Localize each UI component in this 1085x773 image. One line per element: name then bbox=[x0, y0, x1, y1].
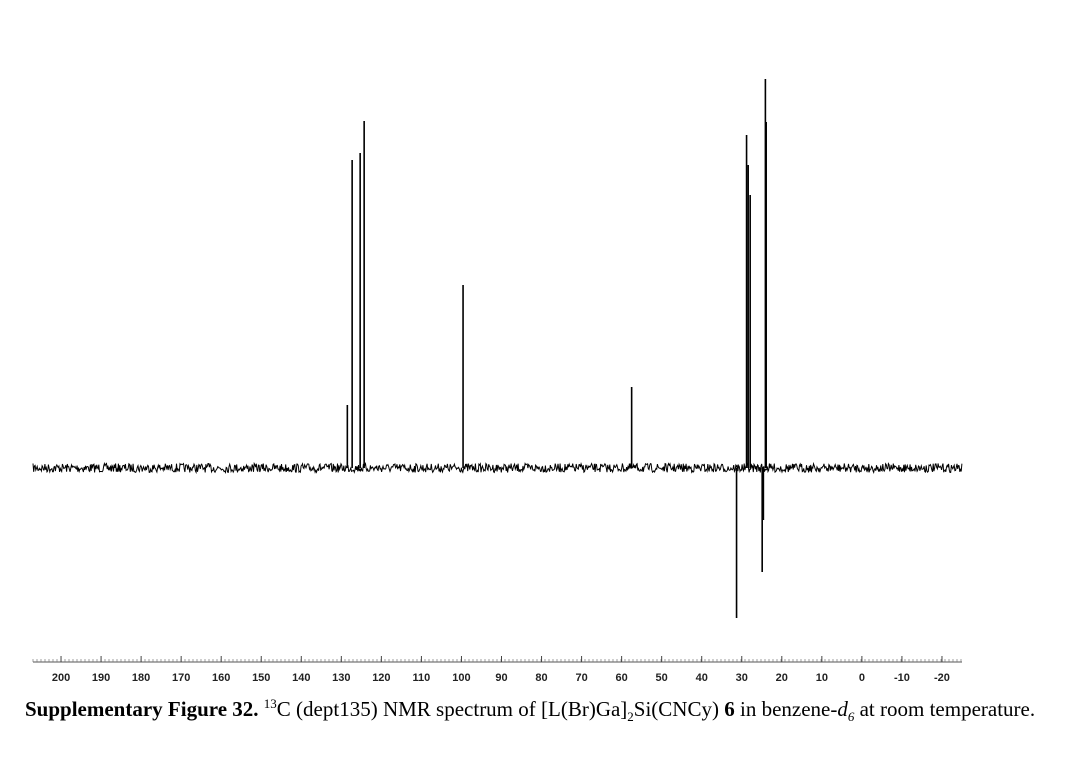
x-tick-label: 60 bbox=[616, 672, 628, 684]
x-tick-label: 200 bbox=[52, 672, 70, 684]
x-tick-label: 50 bbox=[656, 672, 668, 684]
x-tick-label: 10 bbox=[816, 672, 828, 684]
x-tick-label: 180 bbox=[132, 672, 150, 684]
x-tick-label: 130 bbox=[332, 672, 350, 684]
caption-text: at room temperature. bbox=[854, 697, 1036, 721]
caption-sub: 6 bbox=[848, 709, 855, 724]
x-tick-label: 120 bbox=[372, 672, 390, 684]
x-tick-label: 40 bbox=[696, 672, 708, 684]
chart: 200 190 180 170 160 150 140 130 120 110 100 90 80 70 6… bbox=[32, 79, 963, 684]
caption-sup: 13 bbox=[263, 696, 277, 711]
x-tick-label: -10 bbox=[894, 672, 910, 684]
caption-italic: d bbox=[837, 697, 848, 721]
x-tick-label: 90 bbox=[495, 672, 507, 684]
caption-sub: 2 bbox=[627, 709, 634, 725]
x-tick-label: 0 bbox=[859, 672, 865, 684]
x-tick-label: 160 bbox=[212, 672, 230, 684]
caption-label: Supplementary Figure 32. bbox=[25, 697, 259, 721]
caption-text: Si(CNCy) bbox=[633, 697, 725, 721]
x-tick-label: 190 bbox=[92, 672, 110, 684]
x-tick-label: 70 bbox=[575, 672, 587, 684]
x-tick-label: -20 bbox=[934, 672, 950, 684]
x-tick-label: 150 bbox=[252, 672, 270, 684]
x-tick-label: 80 bbox=[535, 672, 547, 684]
x-tick-label: 110 bbox=[413, 672, 431, 684]
x-tick-label: 20 bbox=[776, 672, 788, 684]
caption-text: in benzene- bbox=[734, 697, 838, 721]
x-tick-label: 140 bbox=[292, 672, 310, 684]
x-tick-label: 30 bbox=[736, 672, 748, 684]
caption-italic: 6 bbox=[847, 709, 855, 725]
caption-text: C (dept135) NMR spectrum of [L(Br)Ga] bbox=[276, 697, 628, 721]
x-tick-label: 100 bbox=[452, 672, 470, 684]
caption: Supplementary Figure 32. 13C (dept135) N… bbox=[25, 690, 1065, 728]
x-tick-label: 170 bbox=[172, 672, 190, 684]
baseline-noise bbox=[32, 461, 963, 475]
caption-compound: 6 bbox=[724, 697, 735, 721]
